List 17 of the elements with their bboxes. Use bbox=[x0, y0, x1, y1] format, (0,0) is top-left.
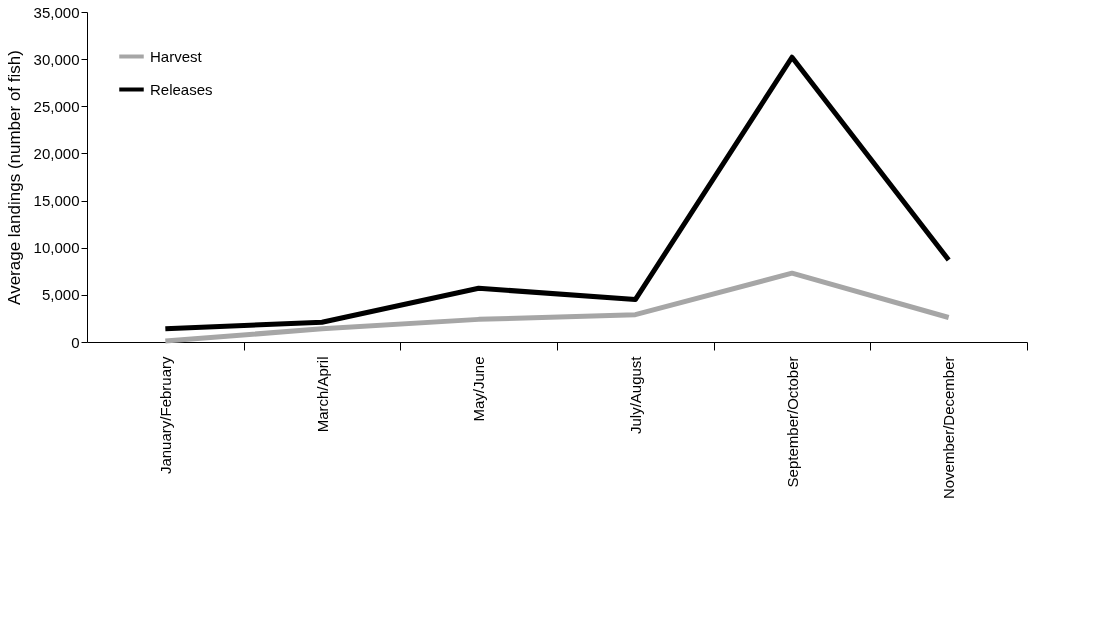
y-tick-label: 35,000 bbox=[33, 3, 80, 21]
y-tick-label: 5,000 bbox=[41, 286, 80, 304]
y-tick-label: 0 bbox=[71, 333, 80, 351]
y-tick-label: 25,000 bbox=[33, 97, 80, 115]
x-tick-label: September/October bbox=[783, 356, 801, 488]
y-tick-label: 30,000 bbox=[33, 50, 80, 68]
x-tick-label: January/February bbox=[156, 356, 174, 475]
y-axis-title: Average landings (number of fish) bbox=[4, 50, 24, 305]
legend-label: Releases bbox=[150, 80, 213, 98]
legend-label: Harvest bbox=[150, 47, 203, 65]
x-tick-label: November/December bbox=[940, 356, 958, 500]
x-tick-label: May/June bbox=[470, 356, 488, 422]
y-tick-label: 10,000 bbox=[33, 239, 80, 257]
y-tick-label: 20,000 bbox=[33, 144, 80, 162]
x-tick-label: July/August bbox=[626, 355, 644, 435]
y-tick-label: 15,000 bbox=[33, 192, 80, 210]
x-tick-label: March/April bbox=[313, 356, 331, 433]
